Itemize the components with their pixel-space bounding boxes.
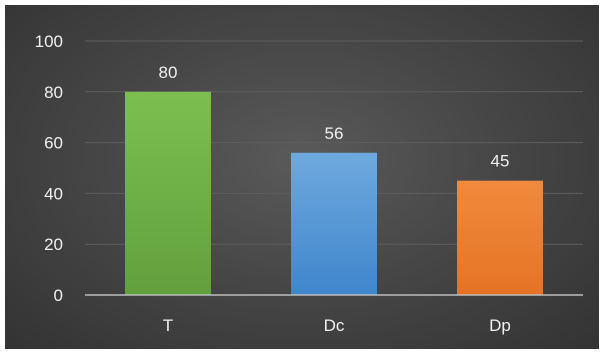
bars (125, 91, 543, 295)
y-tick-label-20: 20 (44, 235, 63, 254)
y-tick-label-60: 60 (44, 134, 63, 153)
data-label-dc: 56 (325, 124, 344, 143)
data-label-t: 80 (159, 63, 178, 82)
x-category-label-dc: Dc (324, 316, 345, 335)
bar-chart: 0 20 40 60 80 100 80 56 45 T Dc Dp (35, 32, 583, 335)
y-tick-label-100: 100 (35, 32, 63, 51)
chart-area: 0 20 40 60 80 100 80 56 45 T Dc Dp (5, 5, 599, 349)
x-category-label-dp: Dp (489, 316, 511, 335)
x-axis-category-labels: T Dc Dp (163, 316, 511, 335)
bar-t (125, 91, 211, 295)
y-axis-tick-labels: 0 20 40 60 80 100 (35, 32, 63, 305)
y-tick-label-40: 40 (44, 184, 63, 203)
y-tick-label-0: 0 (54, 286, 63, 305)
bar-dp (457, 180, 543, 295)
data-label-dp: 45 (491, 152, 510, 171)
data-labels: 80 56 45 (159, 63, 510, 171)
y-tick-label-80: 80 (44, 83, 63, 102)
x-category-label-t: T (163, 316, 173, 335)
bar-dc (291, 152, 377, 295)
